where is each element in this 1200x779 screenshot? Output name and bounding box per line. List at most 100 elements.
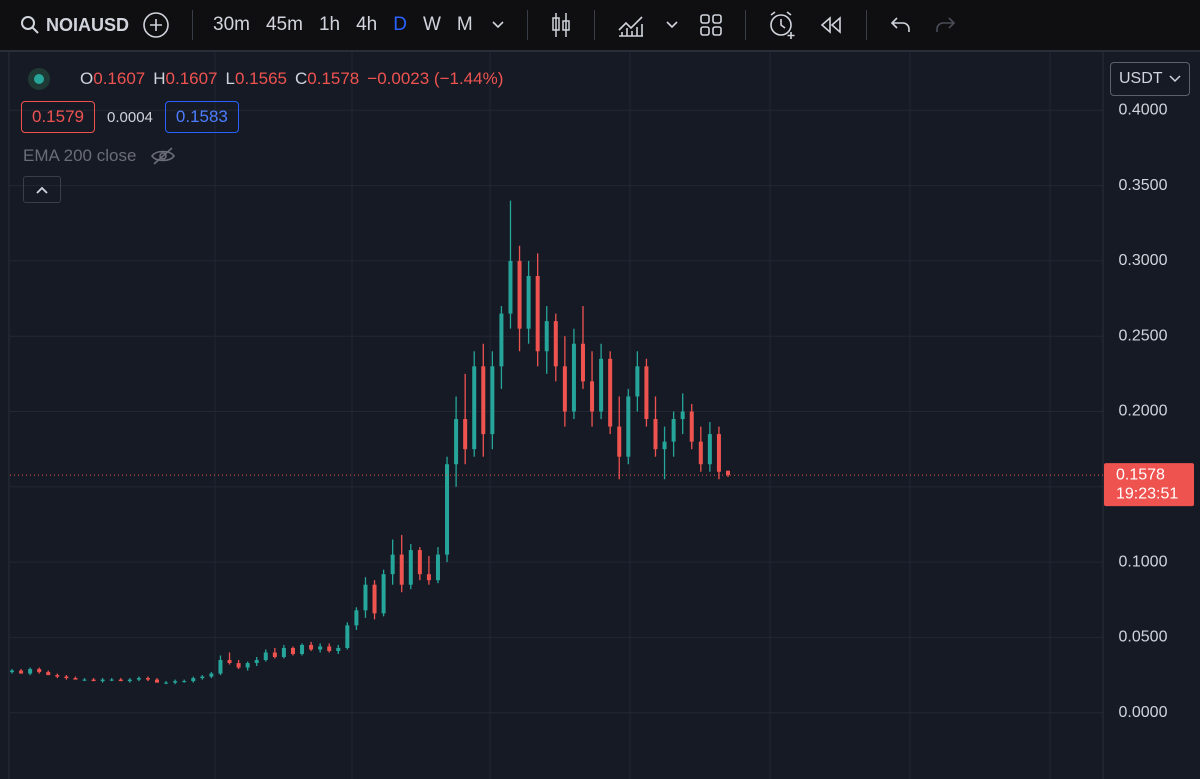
candle-body xyxy=(508,260,513,314)
y-tick-label: 0.0000 xyxy=(1119,704,1168,721)
candle-body xyxy=(200,676,205,679)
undo[interactable] xyxy=(889,15,913,35)
candle-body xyxy=(463,419,468,450)
candle-body xyxy=(517,260,522,329)
layouts[interactable] xyxy=(699,13,723,37)
separator xyxy=(192,10,193,40)
search-icon xyxy=(21,16,39,34)
interval[interactable]: 4h xyxy=(356,14,378,35)
quote-row: 0.1579 0.0004 0.1583 xyxy=(21,101,239,133)
candle-body xyxy=(281,647,286,658)
symbol-search[interactable]: NOIAUSD xyxy=(20,15,132,36)
candle-body xyxy=(435,554,440,581)
y-tick-label: 0.4000 xyxy=(1119,102,1168,119)
candle-body xyxy=(218,660,223,674)
candle-body xyxy=(164,682,169,684)
candle-body xyxy=(454,419,459,465)
candle-body xyxy=(245,663,250,668)
interval[interactable]: 1h xyxy=(318,14,341,35)
candle-body xyxy=(236,663,241,668)
interval[interactable]: M xyxy=(456,14,473,35)
collapse-button[interactable] xyxy=(23,176,61,203)
ohlc-value: 0.1607 xyxy=(93,69,146,88)
y-tick-label: 0.3500 xyxy=(1119,177,1168,194)
interval-menu[interactable] xyxy=(491,20,505,30)
toolbar: NOIAUSD 30m 45m 1h 4h D W M xyxy=(0,0,1200,52)
y-tick-label: 0.2000 xyxy=(1119,403,1168,420)
candle-body xyxy=(499,313,504,367)
ohlc-value: 0.1607 xyxy=(165,69,218,88)
ohlc-value: 0.1565 xyxy=(234,69,287,88)
indicators[interactable] xyxy=(617,12,645,38)
candle-body xyxy=(426,574,431,581)
candle-body xyxy=(209,673,214,677)
separator xyxy=(744,10,746,40)
indicators-menu[interactable] xyxy=(665,20,679,30)
vertical-grid xyxy=(214,52,1051,779)
ohlc: O 0.1607 H 0.1607 L 0.1565 C 0.1578 xyxy=(72,69,359,89)
candle-body xyxy=(590,381,595,412)
candle-body xyxy=(635,366,640,397)
candle-body xyxy=(535,275,540,352)
candle-body xyxy=(481,366,486,435)
candle-body xyxy=(417,550,422,575)
candle-body xyxy=(254,660,259,664)
interval[interactable]: 30m xyxy=(213,14,250,35)
bid[interactable]: 0.1579 xyxy=(21,101,95,133)
currency-select[interactable]: USDT xyxy=(1110,62,1190,96)
candle-body xyxy=(136,678,141,680)
candle-body xyxy=(408,550,413,585)
hide-icon[interactable] xyxy=(150,146,176,166)
candle-body xyxy=(644,366,649,420)
replay[interactable] xyxy=(818,15,844,35)
candle-body xyxy=(363,584,368,611)
redo[interactable] xyxy=(933,15,957,35)
candle-body xyxy=(145,678,150,680)
indicator-row: EMA 200 close xyxy=(23,146,176,166)
candle-body xyxy=(64,676,69,679)
candle-body xyxy=(300,644,305,654)
candle-body xyxy=(562,366,567,412)
interval[interactable]: W xyxy=(422,14,441,35)
candle-body xyxy=(155,679,160,683)
y-tick-label: 0.3000 xyxy=(1119,252,1168,269)
candle-body xyxy=(716,434,721,472)
candle-body xyxy=(46,672,51,676)
last-price: 0.1578 xyxy=(1116,466,1165,483)
countdown: 19:23:51 xyxy=(1116,485,1178,502)
y-tick-label: 0.1000 xyxy=(1119,553,1168,570)
chart-type[interactable] xyxy=(550,11,572,39)
symbol: NOIAUSD xyxy=(46,14,130,35)
candle-body xyxy=(327,646,332,651)
candle-body xyxy=(653,419,658,450)
candle-body xyxy=(336,647,341,651)
candle-body xyxy=(680,411,685,420)
separator xyxy=(865,10,867,40)
candle-body xyxy=(10,670,14,673)
indicator: EMA 200 close xyxy=(23,146,137,165)
ohlc-value: 0.1578 xyxy=(307,69,360,88)
interval[interactable]: 45m xyxy=(265,14,303,35)
candle-body xyxy=(55,675,60,677)
alert[interactable] xyxy=(768,10,798,40)
ask[interactable]: 0.1583 xyxy=(164,101,239,133)
interval[interactable]: D xyxy=(393,14,407,35)
candle-body xyxy=(626,396,631,457)
candle-body xyxy=(544,321,549,352)
candle-body xyxy=(726,470,730,476)
candle-body xyxy=(173,681,178,683)
add-symbol[interactable] xyxy=(142,11,170,39)
candle-body xyxy=(182,681,187,683)
candle-body xyxy=(526,275,531,329)
candle-body xyxy=(19,670,24,674)
candle-body xyxy=(490,366,495,435)
candle-body xyxy=(381,574,386,614)
intervals: 30m 45m 1h 4h D W M xyxy=(205,14,481,36)
candle-body xyxy=(599,358,604,412)
separator xyxy=(526,10,528,40)
candle-body xyxy=(354,610,359,626)
ohlc-key: C xyxy=(294,69,308,88)
candle-body xyxy=(309,644,314,650)
candle-body xyxy=(100,679,105,682)
